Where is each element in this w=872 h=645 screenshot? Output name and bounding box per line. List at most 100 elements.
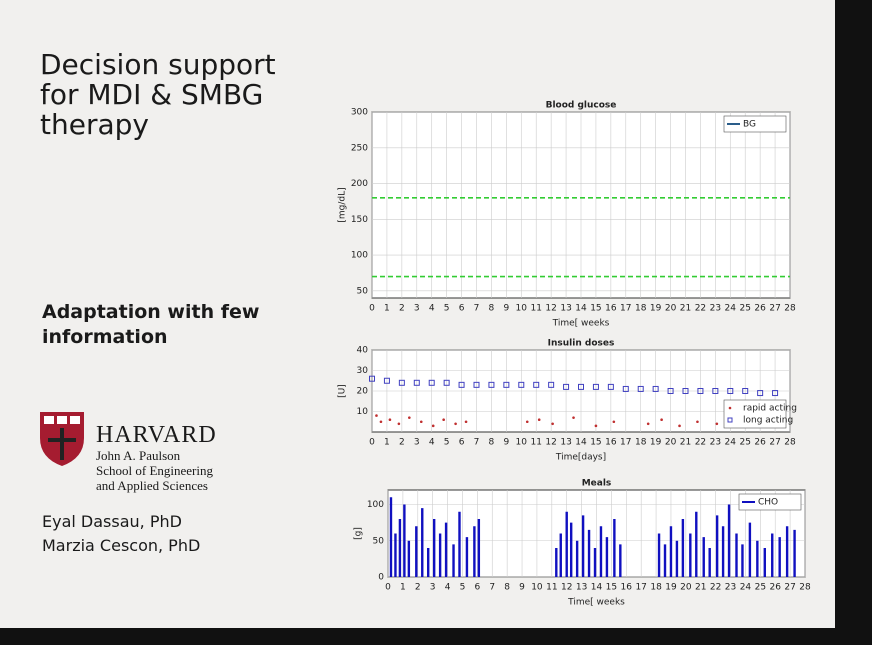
bar (657, 533, 661, 577)
bar (675, 540, 679, 577)
bar (559, 533, 562, 577)
point (398, 379, 405, 386)
y-tick-label: 20 (357, 387, 369, 397)
point (428, 379, 435, 386)
point (488, 381, 495, 388)
x-tick-label: 26 (769, 583, 781, 593)
x-tick-label: 22 (695, 438, 706, 448)
bar (763, 548, 766, 577)
bar (695, 511, 698, 577)
bar (438, 533, 442, 577)
x-tick-label: 24 (725, 438, 737, 448)
logo-line: John A. Paulson (96, 448, 181, 463)
bar (785, 526, 789, 577)
subtitle-line: Adaptation with few (42, 301, 260, 323)
x-tick-label: 14 (575, 438, 587, 448)
x-tick-label: 14 (575, 304, 587, 314)
x-axis-label: Time[ weeks (552, 319, 610, 329)
x-tick-label: 0 (369, 438, 375, 448)
bar (778, 537, 781, 577)
point (419, 420, 423, 424)
point (715, 422, 719, 426)
x-tick-label: 3 (414, 304, 420, 314)
legend-label: CHO (758, 498, 778, 508)
point (454, 422, 457, 426)
x-tick-label: 23 (725, 583, 736, 593)
x-tick-label: 13 (560, 438, 571, 448)
chart-title: Insulin doses (548, 339, 615, 349)
point (464, 420, 468, 424)
legend-marker (727, 417, 733, 423)
x-tick-label: 12 (545, 438, 556, 448)
point (443, 379, 450, 386)
bar (394, 533, 397, 577)
bar (727, 504, 731, 577)
x-tick-label: 17 (620, 304, 631, 314)
bar (689, 533, 692, 577)
point (578, 383, 584, 390)
logo-name: HARVARD (96, 422, 217, 448)
x-tick-label: 8 (504, 583, 510, 593)
x-tick-label: 17 (620, 438, 631, 448)
point (772, 390, 779, 397)
x-axis-label: Time[ weeks (567, 598, 625, 608)
y-tick-label: 150 (351, 215, 368, 225)
point (678, 424, 681, 428)
point (712, 388, 719, 394)
x-tick-label: 4 (429, 304, 435, 314)
legend-box (723, 115, 787, 133)
x-tick-label: 5 (460, 583, 466, 593)
y-tick-label: 300 (351, 108, 368, 118)
x-tick-label: 13 (560, 304, 571, 314)
point (413, 379, 420, 386)
point (637, 385, 644, 392)
y-tick-label: 200 (351, 179, 368, 189)
y-tick-label: 100 (367, 500, 384, 510)
point (458, 381, 465, 388)
point (369, 375, 375, 382)
x-tick-label: 20 (665, 438, 677, 448)
bar (473, 526, 476, 577)
point (548, 381, 555, 388)
x-tick-label: 18 (635, 438, 647, 448)
y-tick-label: 10 (357, 407, 369, 417)
legend-label: BG (743, 120, 756, 130)
x-axis-label: Time[days] (555, 453, 606, 463)
point (551, 422, 554, 426)
x-tick-label: 12 (561, 583, 572, 593)
x-tick-label: 0 (369, 304, 375, 314)
bar (708, 548, 711, 577)
bar (663, 544, 667, 577)
x-tick-label: 21 (680, 304, 691, 314)
x-tick-label: 1 (400, 583, 406, 593)
bar (415, 526, 418, 577)
logo-text: John A. Paulson School of Engineering an… (96, 448, 213, 493)
bar (581, 515, 585, 577)
x-tick-label: 10 (516, 438, 528, 448)
x-tick-label: 18 (650, 583, 662, 593)
title-line: for MDI & SMBG (40, 78, 264, 111)
point (622, 385, 629, 392)
point (592, 383, 599, 390)
x-tick-label: 17 (635, 583, 646, 593)
x-tick-label: 2 (399, 304, 405, 314)
point (727, 388, 734, 394)
x-tick-label: 16 (621, 583, 633, 593)
x-tick-label: 18 (635, 304, 647, 314)
legend-marker (728, 406, 732, 410)
bar (427, 548, 430, 577)
x-tick-label: 3 (430, 583, 436, 593)
x-tick-label: 12 (545, 304, 556, 314)
point (375, 414, 378, 417)
point (533, 381, 540, 388)
x-tick-label: 5 (444, 304, 450, 314)
x-tick-label: 21 (680, 438, 691, 448)
bar (593, 548, 597, 577)
point (572, 416, 575, 419)
x-tick-label: 28 (784, 304, 796, 314)
authors: Eyal Dassau, PhD Marzia Cescon, PhD (42, 510, 200, 558)
x-tick-label: 6 (474, 583, 480, 593)
subtitle-line: information (42, 326, 168, 348)
bar (702, 537, 705, 577)
